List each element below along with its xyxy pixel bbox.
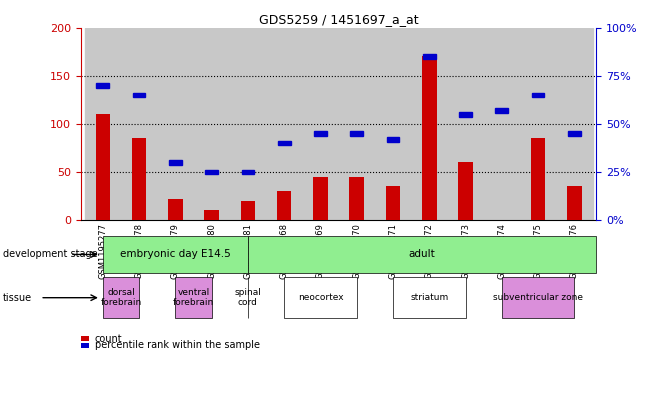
Bar [411, 28, 447, 220]
Text: subventricular zone: subventricular zone [493, 293, 583, 302]
Bar [483, 28, 520, 220]
Bar [133, 92, 145, 97]
Bar [85, 28, 121, 220]
Bar [278, 141, 290, 145]
Text: embryonic day E14.5: embryonic day E14.5 [120, 250, 231, 259]
Bar [387, 137, 399, 141]
Bar [81, 336, 89, 341]
Bar [157, 28, 194, 220]
Title: GDS5259 / 1451697_a_at: GDS5259 / 1451697_a_at [259, 13, 419, 26]
Bar [422, 56, 437, 220]
Bar [284, 277, 356, 318]
Bar [103, 277, 139, 318]
Text: neocortex: neocortex [297, 293, 343, 302]
Bar [103, 236, 248, 273]
Text: dorsal
forebrain: dorsal forebrain [100, 288, 141, 307]
Text: striatum: striatum [410, 293, 448, 302]
Bar [556, 28, 592, 220]
Bar [386, 186, 400, 220]
Bar [349, 177, 364, 220]
Bar [240, 201, 255, 220]
Bar [459, 112, 472, 117]
Bar [194, 28, 230, 220]
Bar [339, 28, 375, 220]
Text: spinal
cord: spinal cord [235, 288, 261, 307]
Bar [205, 169, 218, 174]
Bar [248, 236, 596, 273]
Text: count: count [95, 334, 122, 344]
Text: development stage: development stage [3, 250, 98, 259]
Bar [176, 277, 212, 318]
Bar [314, 131, 327, 136]
Bar [97, 83, 109, 88]
Bar [447, 28, 483, 220]
Bar [230, 28, 266, 220]
Bar [532, 92, 544, 97]
Bar [132, 138, 146, 220]
Bar [458, 162, 473, 220]
Text: adult: adult [409, 250, 435, 259]
Text: tissue: tissue [3, 293, 32, 303]
Bar [531, 138, 546, 220]
Bar [277, 191, 292, 220]
Bar [351, 131, 363, 136]
Bar [204, 211, 219, 220]
Bar [313, 177, 328, 220]
Bar [121, 28, 157, 220]
Bar [568, 131, 581, 136]
Bar [95, 114, 110, 220]
Bar [168, 199, 183, 220]
Bar [375, 28, 411, 220]
Bar [567, 186, 582, 220]
Text: percentile rank within the sample: percentile rank within the sample [95, 340, 260, 351]
Text: ventral
forebrain: ventral forebrain [173, 288, 214, 307]
Bar [81, 343, 89, 348]
Bar [423, 54, 435, 59]
Bar [266, 28, 303, 220]
Bar [393, 277, 465, 318]
Bar [242, 169, 254, 174]
Bar [169, 160, 181, 165]
Bar [502, 277, 574, 318]
Bar [303, 28, 339, 220]
Bar [520, 28, 556, 220]
Bar [496, 108, 508, 113]
